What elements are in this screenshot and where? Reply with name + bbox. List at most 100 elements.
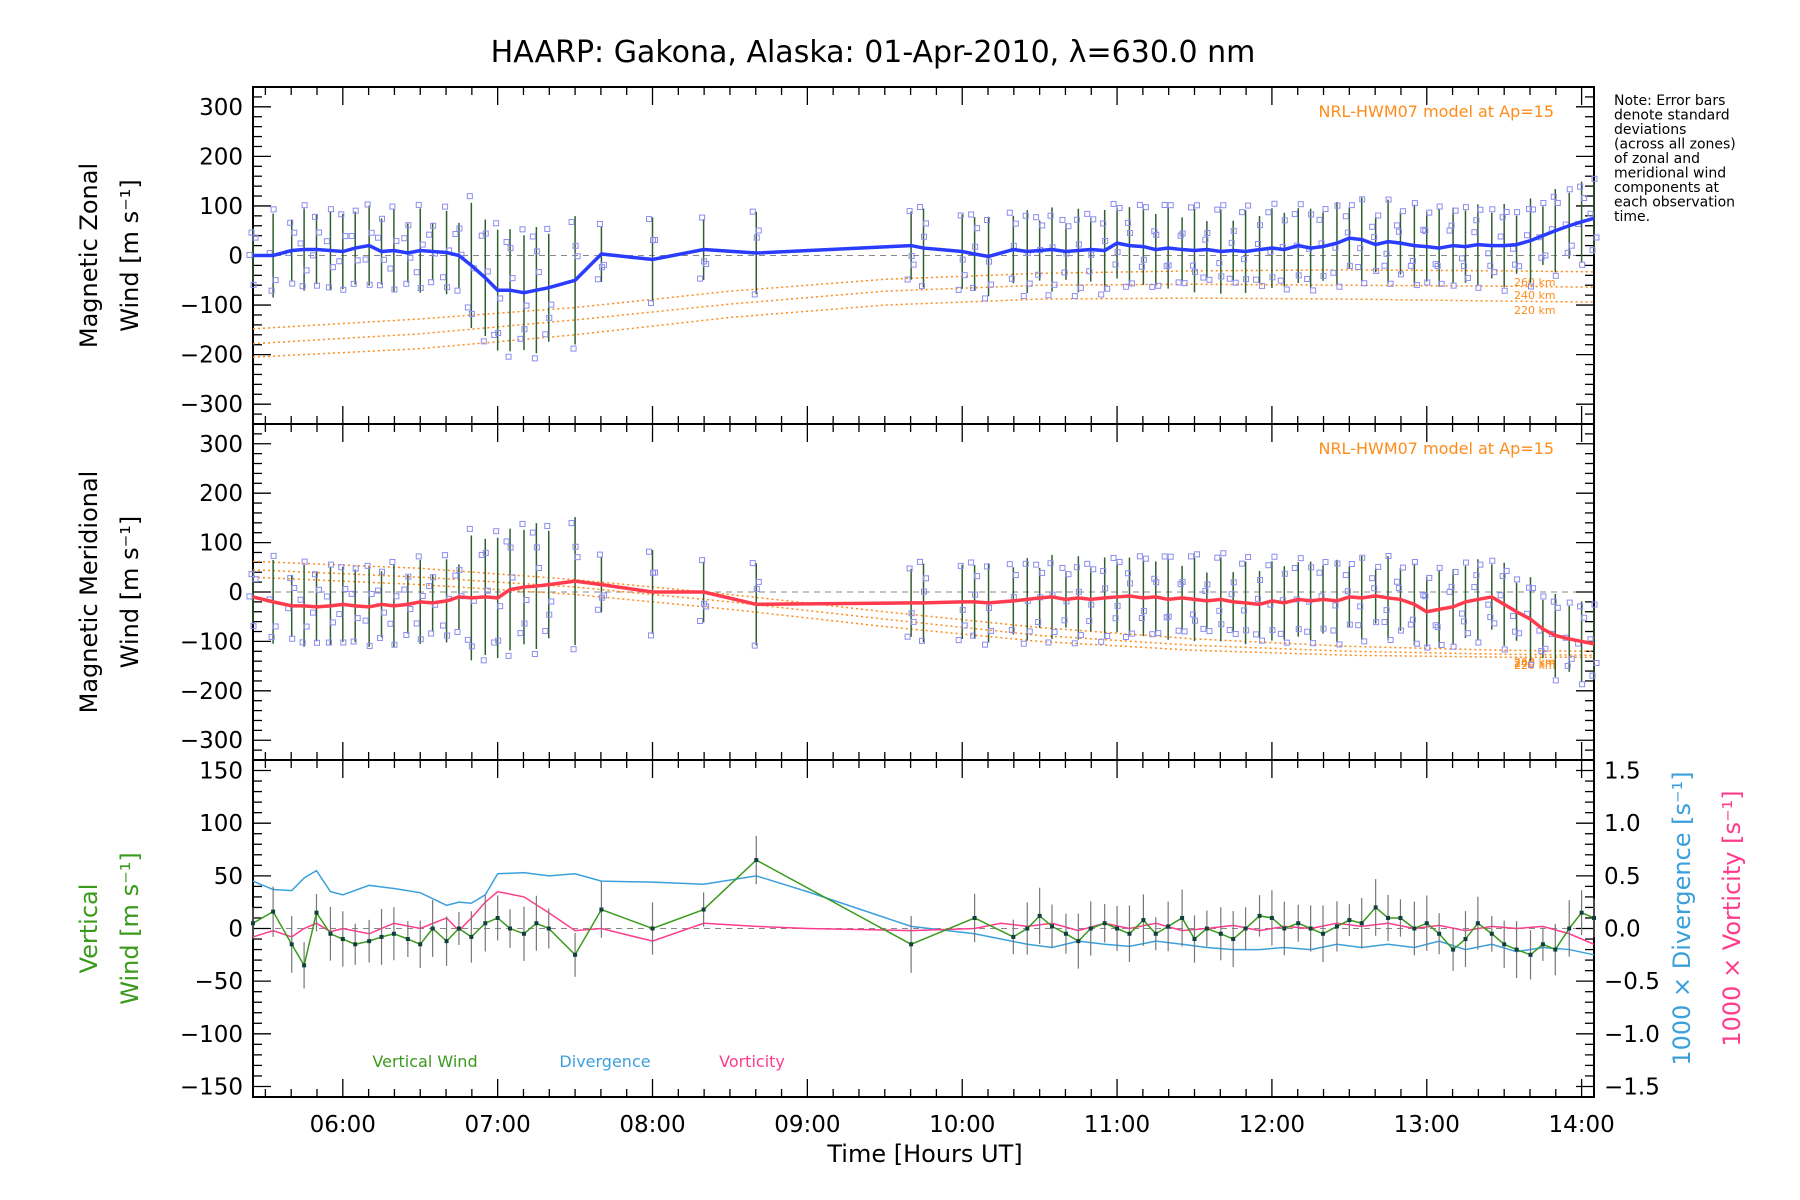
scatter-point xyxy=(289,280,296,287)
scatter-point xyxy=(468,643,475,650)
scatter-point xyxy=(1475,639,1482,646)
scatter-point xyxy=(509,275,516,282)
vertical-wind-point xyxy=(340,937,345,942)
scatter-point xyxy=(405,573,412,580)
scatter-point xyxy=(1514,576,1521,583)
scatter-point xyxy=(291,229,298,236)
scatter-point xyxy=(287,219,294,226)
scatter-point xyxy=(1497,233,1504,240)
scatter-point xyxy=(323,593,330,600)
vertical-wind-point xyxy=(1088,926,1093,931)
scatter-point xyxy=(329,264,336,271)
scatter-point xyxy=(342,586,349,593)
y-tick-label: 150 xyxy=(199,759,243,785)
vertical-wind-point xyxy=(1076,939,1081,944)
scatter-point xyxy=(352,565,359,572)
vertical-wind-point xyxy=(1528,952,1533,957)
x-tick-label: 12:00 xyxy=(1239,1112,1305,1138)
scatter-point xyxy=(1033,214,1040,221)
y-axis-label-line2: Wind [m s⁻¹] xyxy=(116,179,144,331)
scatter-point xyxy=(1489,206,1496,213)
scatter-point xyxy=(299,639,306,646)
vertical-wind-point xyxy=(1553,947,1558,952)
vertical-wind-point xyxy=(1489,931,1494,936)
vertical-wind-point xyxy=(483,921,488,926)
scatter-point xyxy=(1452,568,1459,575)
vertical-wind-point xyxy=(444,939,449,944)
scatter-point xyxy=(456,566,463,573)
scatter-point xyxy=(1375,563,1382,570)
model-label: NRL-HWM07 model at Ap=15 xyxy=(1318,102,1554,121)
scatter-point xyxy=(482,230,489,237)
vertical-wind-point xyxy=(546,926,551,931)
y-axis-label-line1: Magnetic Zonal xyxy=(75,163,103,348)
scatter-point xyxy=(1124,570,1131,577)
scatter-point xyxy=(1473,217,1480,224)
scatter-point xyxy=(974,225,981,232)
scatter-point xyxy=(1026,280,1033,287)
scatter-point xyxy=(1035,619,1042,626)
scatter-point xyxy=(908,610,915,617)
scatter-point xyxy=(350,638,357,645)
scatter-point xyxy=(1373,267,1380,274)
scatter-point xyxy=(1142,204,1149,211)
scatter-point xyxy=(544,225,551,232)
scatter-point xyxy=(1104,632,1111,639)
scatter-point xyxy=(1269,627,1276,634)
note-line: Note: Error bars xyxy=(1614,93,1725,109)
scatter-point xyxy=(1344,229,1351,236)
scatter-point xyxy=(1514,209,1521,216)
scatter-point xyxy=(348,590,355,597)
scatter-point xyxy=(570,646,577,653)
scatter-point xyxy=(1226,275,1233,282)
scatter-point xyxy=(301,558,308,565)
altitude-label: 220 km xyxy=(1514,304,1556,317)
scatter-point xyxy=(387,620,394,627)
scatter-point xyxy=(1136,553,1143,560)
vertical-wind-point xyxy=(1437,931,1442,936)
scatter-point xyxy=(1077,632,1084,639)
scatter-point xyxy=(1204,581,1211,588)
scatter-point xyxy=(507,544,514,551)
vertical-wind-point xyxy=(909,942,914,947)
scatter-point xyxy=(652,236,659,243)
scatter-point xyxy=(1552,272,1559,279)
scatter-point xyxy=(354,615,361,622)
scatter-point xyxy=(533,248,540,255)
scatter-point xyxy=(1436,564,1443,571)
x-tick-label: 08:00 xyxy=(619,1112,685,1138)
scatter-point xyxy=(366,642,373,649)
scatter-point xyxy=(1088,601,1095,608)
scatter-point xyxy=(338,564,345,571)
scatter-point xyxy=(1114,602,1121,609)
y2-axis-label-vorticity: 1000 × Vorticity [s⁻¹] xyxy=(1718,790,1746,1046)
scatter-point xyxy=(1462,559,1469,566)
note-line: meridional wind xyxy=(1614,166,1726,182)
scatter-point xyxy=(1554,199,1561,206)
y-axis-label-line1: Magnetic Meridional xyxy=(75,471,103,714)
scatter-point xyxy=(311,571,318,578)
scatter-point xyxy=(1155,630,1162,637)
scatter-point xyxy=(297,596,304,603)
scatter-point xyxy=(1098,291,1105,298)
scatter-point xyxy=(529,233,536,240)
scatter-point xyxy=(984,216,991,223)
scatter-point xyxy=(1100,220,1107,227)
scatter-point xyxy=(1475,284,1482,291)
scatter-point xyxy=(291,585,298,592)
scatter-point xyxy=(1477,561,1484,568)
scatter-point xyxy=(444,632,451,639)
scatter-point xyxy=(287,575,294,582)
scatter-point xyxy=(456,225,463,232)
scatter-point xyxy=(1114,249,1121,256)
legend-entry: Vorticity xyxy=(719,1052,785,1071)
scatter-point xyxy=(1357,603,1364,610)
scatter-point xyxy=(391,286,398,293)
scatter-point xyxy=(594,606,601,613)
scatter-point xyxy=(1022,212,1029,219)
scatter-point xyxy=(1297,201,1304,208)
scatter-point xyxy=(988,627,995,634)
scatter-point xyxy=(464,304,471,311)
scatter-point xyxy=(1006,209,1013,216)
scatter-point xyxy=(908,252,915,259)
